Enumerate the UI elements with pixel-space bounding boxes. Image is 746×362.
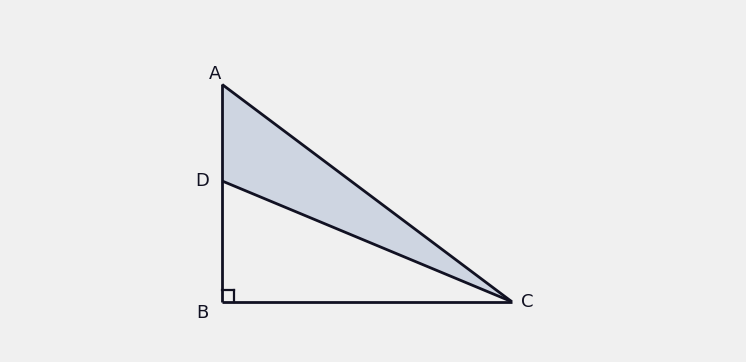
Text: C: C [521, 292, 534, 311]
Text: B: B [197, 304, 209, 322]
Text: A: A [209, 65, 221, 83]
Polygon shape [222, 84, 512, 302]
Text: D: D [195, 172, 209, 190]
